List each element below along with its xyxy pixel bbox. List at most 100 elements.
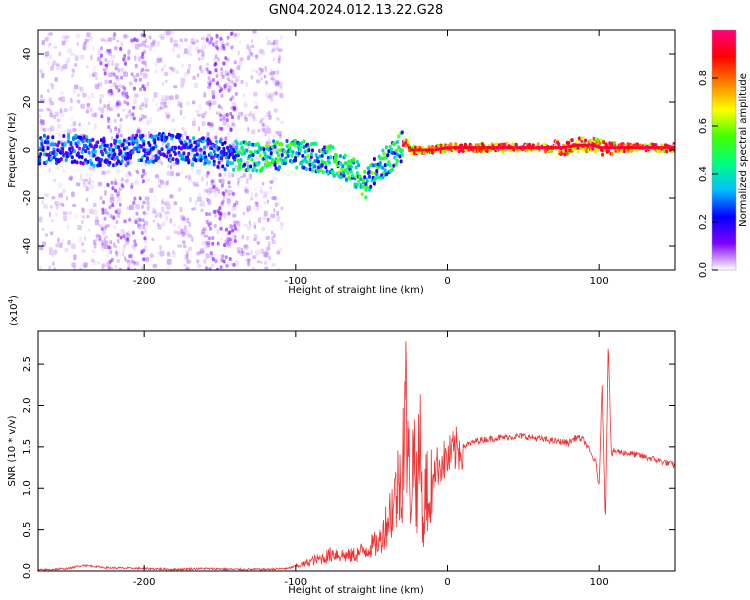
spectrogram-cell [195,169,201,175]
spectrogram-cell [232,73,237,79]
spectrogram-cell [151,207,156,214]
spectrogram-cell [661,146,664,150]
spectrogram-cell [260,68,264,75]
spectrogram-cell [136,216,141,223]
spectrogram-cell [95,76,99,80]
spectrogram-cell [349,169,353,174]
spectrogram-cell [159,98,163,103]
spectrogram-cell [584,143,586,147]
spectrogram-cell [127,49,131,54]
spectrogram-cell [134,93,139,98]
spectrogram-cell [131,258,134,264]
spectrogram-cell [257,129,261,133]
spectrogram-cell [179,228,184,235]
spectrogram-cell [273,70,276,75]
spectrogram-cell [188,139,192,143]
spectrogram-cell [170,67,176,72]
spectrogram-cell [141,67,145,72]
spectrogram-cell [223,215,226,220]
spectrogram-cell [207,160,211,165]
spectrogram-cell [38,114,42,119]
spectrogram-cell [485,146,488,150]
spectrogram-cell [228,185,231,189]
spectrogram-cell [148,143,152,148]
spectrogram-cell [118,123,123,129]
spectrogram-cell [68,147,72,152]
spectrogram-cell [254,54,259,58]
spectrogram-cell [265,92,270,98]
spectrogram-cell [329,144,333,149]
spectrogram-cell [324,165,328,170]
spectrogram-cell [133,146,137,151]
spectrogram-cell [139,87,143,92]
spectrogram-cell [168,194,173,199]
spectrogram-cell [381,148,385,153]
spectrogram-cell [275,140,279,145]
spectrogram-cell [177,100,180,107]
spectrogram-cell [184,267,190,270]
spectrogram-cell [366,166,370,171]
spectrogram-cell [547,146,550,150]
spectrogram-cell [266,141,272,145]
spectrogram-cell [421,148,424,152]
spectrogram-cell [199,151,204,155]
spectrogram-cell [256,240,261,245]
spectrogram-cell [374,176,378,181]
spectrogram-cell [237,226,240,232]
spectrogram-cell [304,167,308,171]
spectrogram-cell [101,266,104,270]
spectrogram-cell [96,56,102,62]
spectrogram-cell [169,153,172,158]
spectrogram-cell [653,146,656,150]
spectrogram-cell [153,195,157,202]
spectrogram-cell [166,113,171,117]
spectrogram-cell [397,134,401,139]
spectrogram-cell [229,127,233,132]
spectrogram-cell [106,104,110,110]
spectrogram-cell [272,79,277,84]
spectrogram-cell [429,148,432,152]
spectrogram-cell [205,238,209,244]
spectrogram-cell [125,178,130,183]
spectrogram-cell [237,177,241,183]
spectrogram-cell [83,262,88,268]
spectrogram-cell [247,154,251,159]
spectrogram-cell [198,65,203,71]
spectrogram-cell [259,186,263,190]
spectrogram-cell [187,246,193,252]
spectrogram-cell [120,75,124,80]
spectrogram-cell [112,225,117,229]
spectrogram-cell [131,150,135,155]
spectrogram-cell [643,146,646,150]
spectrogram-cell [114,126,118,130]
spectrogram-cell [128,172,132,177]
spectrogram-cell [137,147,141,152]
snr-y-tick-label: 0.0 [22,563,33,579]
spectrogram-cell [309,142,313,147]
spectrogram-cell [297,141,301,146]
spectrogram-cell [224,239,227,245]
spectrogram-cell [250,114,254,118]
spectrogram-cell [220,258,224,263]
spectrogram-cell [493,146,495,150]
spectrogram-cell [161,221,166,227]
spectrogram-cell [157,184,162,188]
spectrogram-x-label: Height of straight line (km) [288,285,424,296]
spectrogram-cell [426,148,429,152]
spectrogram-cell [99,238,102,242]
spectrogram-cell [180,77,186,84]
spectrogram-cell [228,223,233,230]
spectrogram-cell [279,157,283,162]
spectrogram-cell [63,215,68,222]
spectrogram-cell [273,40,276,46]
spectrogram-cell [65,60,69,66]
spectrogram-cell [240,250,246,255]
spectrogram-cell [271,144,274,149]
spectrogram-cell [78,122,81,127]
spectrogram-cell [364,195,368,200]
spectrogram-cell [97,181,103,187]
spectrogram-cell [232,213,237,218]
spectrogram-cell [103,104,107,109]
spectrogram-cell [117,239,120,244]
spectrogram-cell [277,58,281,64]
